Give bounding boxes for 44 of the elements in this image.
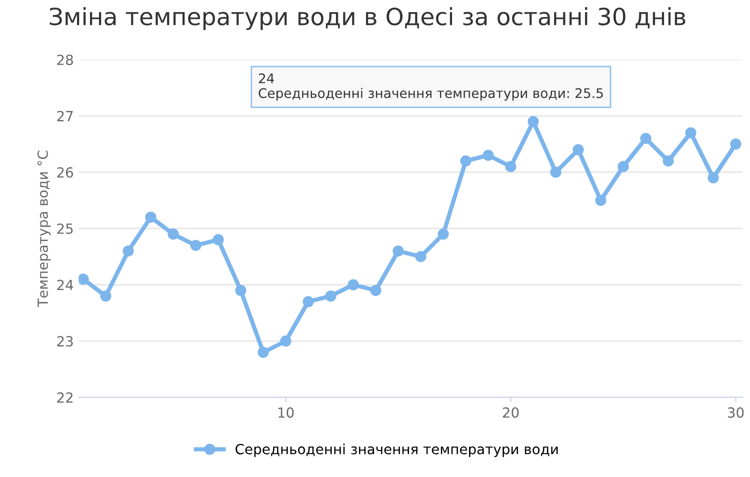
point xyxy=(640,132,652,144)
point xyxy=(145,212,156,223)
point xyxy=(662,155,674,166)
point xyxy=(392,245,404,257)
point xyxy=(190,240,202,251)
annotation: 24 Середньоденні значення температури води: 25.5 xyxy=(258,73,603,101)
point xyxy=(572,144,584,156)
chart-title: Зміна температури води в Одесі за останні 30 днів xyxy=(50,7,686,30)
y-tick-label: 24 xyxy=(57,280,74,290)
point xyxy=(618,161,629,172)
x-tick-label: 20 xyxy=(502,407,519,418)
y-tick-label: 28 xyxy=(57,54,73,66)
y-tick-label: 23 xyxy=(57,336,73,347)
y-tick-label: 25 xyxy=(57,223,73,234)
y-tick-label: 22 xyxy=(57,392,72,403)
point xyxy=(122,245,134,257)
point xyxy=(78,274,89,285)
point xyxy=(235,284,246,296)
point xyxy=(302,296,314,308)
point xyxy=(505,161,516,172)
point xyxy=(415,251,426,262)
point xyxy=(280,336,292,347)
point xyxy=(730,138,742,150)
y-tick-label: 26 xyxy=(57,167,74,178)
x-tick-label: 10 xyxy=(278,407,294,418)
point xyxy=(482,150,494,161)
point xyxy=(370,284,382,296)
point xyxy=(708,172,719,184)
point xyxy=(100,290,112,302)
point xyxy=(685,127,696,138)
point xyxy=(168,228,179,240)
y-tick-label: 27 xyxy=(57,110,73,122)
legend-label: Середньоденні значення температури води xyxy=(236,444,558,458)
point xyxy=(528,116,539,128)
point xyxy=(595,194,606,206)
point xyxy=(212,234,224,246)
point xyxy=(325,290,336,302)
y-axis-title: Температура води °C xyxy=(37,150,51,307)
x-tick-label: 30 xyxy=(728,407,744,418)
point xyxy=(348,279,359,290)
point xyxy=(438,228,449,240)
point xyxy=(258,346,269,358)
point xyxy=(550,166,562,178)
point xyxy=(460,155,472,166)
